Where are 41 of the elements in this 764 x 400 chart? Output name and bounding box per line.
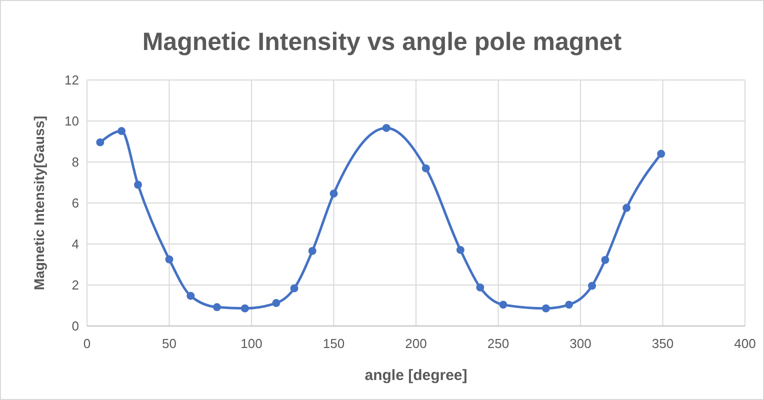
point xyxy=(240,304,249,312)
x-tick-label: 100 xyxy=(240,336,262,351)
point xyxy=(622,204,631,212)
x-tick-label: 50 xyxy=(162,336,176,351)
point xyxy=(308,246,316,255)
y-tick-label: 2 xyxy=(72,278,79,293)
x-axis-title: angle [degree] xyxy=(364,367,468,384)
point xyxy=(382,124,390,132)
point xyxy=(330,190,338,198)
point xyxy=(272,299,280,308)
y-tick-label: 6 xyxy=(72,196,79,211)
y-axis-title: Magnetic Intensity[Gauss] xyxy=(31,116,47,290)
point xyxy=(476,283,484,292)
point xyxy=(134,180,142,189)
y-tick-label: 10 xyxy=(64,114,79,129)
point xyxy=(564,300,573,309)
point xyxy=(657,150,666,158)
x-tick-label: 0 xyxy=(83,336,91,351)
point xyxy=(588,282,596,290)
y-tick-label: 12 xyxy=(64,72,79,88)
x-tick-label: 150 xyxy=(322,336,345,351)
point xyxy=(601,256,610,264)
y-tick-label: 4 xyxy=(72,236,79,252)
point xyxy=(212,303,221,312)
y-tick-label: 0 xyxy=(72,318,79,334)
x-tick-label: 300 xyxy=(570,336,592,351)
point xyxy=(118,127,126,136)
point xyxy=(165,255,174,264)
x-tick-label: 250 xyxy=(487,336,510,351)
point xyxy=(186,292,195,300)
y-tick-label: 8 xyxy=(72,154,79,170)
point xyxy=(542,304,550,312)
x-tick-label: 350 xyxy=(652,336,674,351)
point xyxy=(456,246,464,254)
point xyxy=(290,284,298,292)
chart-title: Magnetic Intensity vs angle pole magnet xyxy=(142,28,622,56)
point xyxy=(422,164,430,172)
point xyxy=(499,300,508,309)
x-tick-label: 200 xyxy=(405,336,427,351)
x-tick-label: 400 xyxy=(734,336,756,351)
point xyxy=(96,138,104,146)
